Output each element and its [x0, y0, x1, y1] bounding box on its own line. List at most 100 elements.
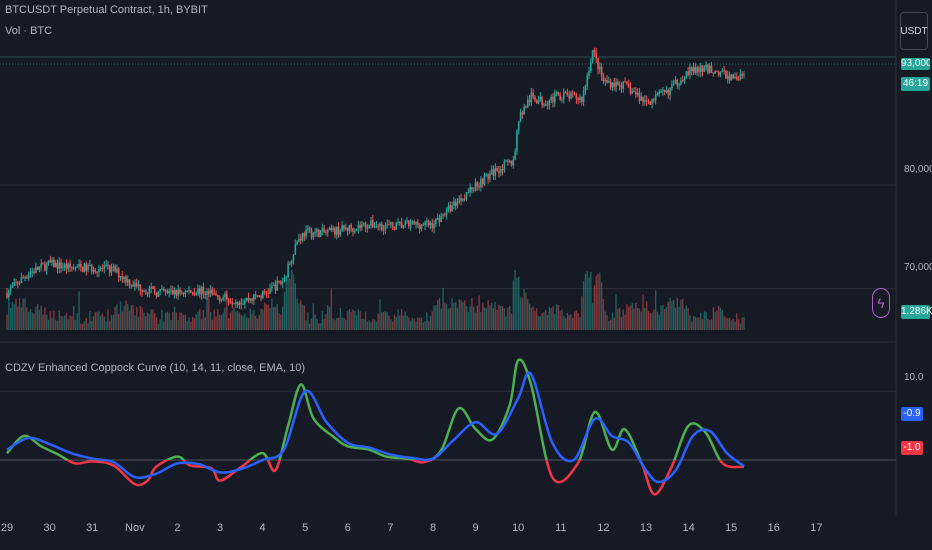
volume-bar: [431, 311, 433, 330]
candle-body: [233, 303, 235, 305]
volume-bar: [609, 319, 612, 330]
volume-bar: [29, 309, 32, 330]
candle-body: [503, 161, 506, 171]
candle-body: [496, 168, 498, 171]
volume-bar: [395, 317, 397, 330]
currency-button[interactable]: USDT: [900, 12, 928, 50]
volume-bar: [336, 317, 338, 330]
candle-body: [651, 99, 653, 105]
candle-body: [707, 64, 709, 74]
candle-body: [278, 280, 280, 282]
candle-body: [42, 263, 44, 265]
volume-bar: [442, 287, 444, 330]
volume-bar: [728, 317, 731, 330]
candle-body: [393, 226, 396, 230]
candle-body: [373, 226, 376, 228]
candle-body: [173, 289, 176, 295]
volume-bar: [651, 313, 653, 330]
volume-bar: [474, 312, 477, 330]
candle-body: [220, 299, 223, 301]
candle-body: [296, 241, 298, 245]
volume-bar: [24, 298, 26, 330]
candle-body: [253, 294, 255, 301]
volume-bar: [364, 311, 367, 330]
candle-body: [390, 222, 392, 225]
candle-body: [397, 221, 399, 223]
date-tick-label: 16: [767, 522, 780, 534]
candle-body: [516, 130, 518, 152]
volume-bar: [172, 312, 174, 330]
volume-bar: [469, 306, 471, 330]
candle-body: [599, 66, 601, 70]
candle-body: [420, 224, 423, 229]
volume-bar: [334, 320, 336, 330]
candle-body: [105, 264, 107, 266]
date-tick-label: 7: [387, 522, 394, 534]
candle-body: [676, 79, 679, 86]
candle-body: [247, 297, 250, 301]
candle-body: [386, 224, 389, 226]
volume-bar: [233, 307, 235, 330]
candle-body: [27, 274, 30, 278]
candle-body: [180, 292, 183, 294]
volume-bar: [307, 312, 309, 330]
candle-body: [364, 223, 367, 228]
candle-body: [47, 260, 50, 264]
candle-body: [44, 264, 46, 271]
volume-bar: [386, 312, 388, 330]
candle-body: [112, 266, 115, 268]
indicator-title: CDZV Enhanced Coppock Curve (10, 14, 11,…: [5, 362, 305, 374]
candle-body: [269, 288, 271, 294]
candle-body: [627, 83, 630, 88]
date-tick-label: 4: [259, 522, 266, 534]
volume-bar: [631, 303, 633, 330]
candle-body: [350, 225, 352, 229]
volume-bar: [224, 307, 226, 330]
lightning-icon[interactable]: ϟ: [872, 288, 890, 318]
volume-bar: [581, 296, 583, 330]
candle-body: [89, 264, 91, 266]
candle-body: [553, 93, 556, 103]
candle-body: [674, 79, 677, 84]
volume-bar: [332, 318, 334, 330]
volume-bar: [743, 316, 745, 330]
candle-body: [635, 91, 637, 95]
volume-bar: [242, 315, 244, 330]
candle-body: [229, 302, 232, 304]
candle-body: [339, 231, 342, 235]
candle-body: [202, 287, 205, 294]
date-tick-label: 30: [43, 522, 56, 534]
candle-body: [507, 160, 509, 163]
volume-bar: [402, 315, 405, 330]
volume-bar: [110, 314, 113, 330]
date-tick-label: 2: [174, 522, 181, 534]
candle-body: [227, 299, 230, 303]
volume-bar: [60, 315, 62, 330]
volume-bar: [660, 305, 662, 330]
volume-bar: [238, 312, 241, 330]
volume-bar: [698, 317, 700, 330]
candle-body: [474, 182, 477, 190]
candle-body: [454, 201, 457, 206]
candle-body: [126, 279, 129, 283]
candle-body: [103, 265, 106, 269]
candle-body: [323, 228, 325, 233]
volume-bar: [736, 313, 738, 330]
volume-bar: [602, 298, 605, 330]
volume-bar: [415, 321, 417, 330]
volume-bar: [310, 318, 313, 330]
volume-bar: [384, 311, 387, 330]
volume-bar: [622, 309, 624, 330]
volume-bar: [678, 306, 680, 330]
volume-bar: [676, 297, 679, 330]
volume-bar: [173, 306, 176, 330]
candle-body: [422, 224, 425, 226]
volume-bar: [523, 288, 525, 330]
volume-bar: [685, 305, 688, 330]
volume-bar: [393, 314, 396, 330]
volume-bar: [703, 311, 706, 330]
volume-bar: [152, 309, 154, 330]
candle-body: [588, 71, 590, 76]
volume-bar: [17, 306, 19, 330]
